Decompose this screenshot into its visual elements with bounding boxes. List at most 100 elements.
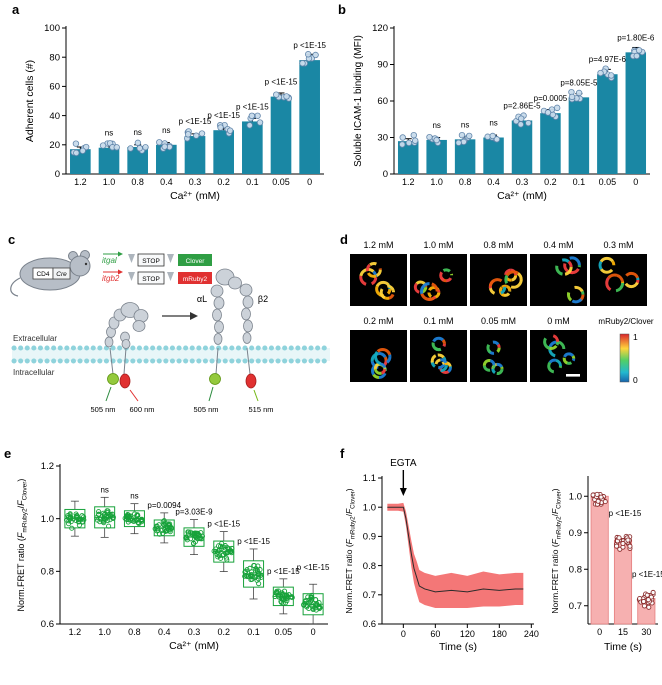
label-part: ) xyxy=(550,488,560,491)
x-tick-label: 30 xyxy=(641,627,651,637)
significance-label: p <1E-15 xyxy=(267,567,300,576)
significance-label: ns xyxy=(130,492,138,501)
open-excitation-label: 505 nm xyxy=(193,405,218,414)
y-tick-label: 30 xyxy=(377,133,388,144)
label-part: mRuby2 xyxy=(21,508,28,533)
data-point xyxy=(598,494,604,500)
y-tick-label: 1.0 xyxy=(569,491,582,502)
x-tick-label: 0.8 xyxy=(128,627,141,637)
integrin-domain xyxy=(214,320,224,334)
cell-ring xyxy=(370,362,388,379)
colorbar-min-label: 0 xyxy=(633,375,638,385)
x-tick-label: 0.2 xyxy=(544,177,557,187)
cell-ring xyxy=(562,352,576,365)
x-axis-label: Ca²⁺ (mM) xyxy=(170,190,220,202)
tile-label: 0.4 mM xyxy=(543,240,573,250)
data-point xyxy=(198,130,206,137)
significance-label: p=0.0005 xyxy=(534,94,568,103)
x-axis-label: Time (s) xyxy=(439,641,477,653)
data-point xyxy=(99,142,107,149)
data-point xyxy=(191,540,197,546)
label-part: Norm.FRET ratio ( xyxy=(344,544,354,613)
data-point xyxy=(426,133,433,141)
cell-ring xyxy=(373,362,387,375)
panel-f-egta-timecourse: 0.6 0.7 0.8 0.9 1.0 1.1 0 60 120 180 240 Time (s) No… xyxy=(344,458,662,653)
significance-label: p=8.05E-5 xyxy=(560,78,598,87)
data-point xyxy=(105,508,111,514)
clover-fluorophore xyxy=(107,373,119,385)
data-point xyxy=(289,594,295,600)
data-point xyxy=(518,115,525,122)
tile-label: 0 mM xyxy=(547,316,570,326)
data-point xyxy=(139,519,145,525)
cell-ring xyxy=(504,270,523,289)
data-point xyxy=(594,491,600,497)
integrin-domain xyxy=(104,336,114,348)
data-point xyxy=(633,52,640,60)
significance-label: p=1.80E-6 xyxy=(617,33,655,42)
bar xyxy=(625,52,647,175)
label-part: / xyxy=(550,513,560,516)
cell-ring xyxy=(504,270,523,289)
scale-bar xyxy=(566,374,580,377)
data-point xyxy=(96,509,102,515)
data-point xyxy=(135,516,142,522)
data-point xyxy=(246,122,253,129)
y-tick-label: 90 xyxy=(377,60,388,71)
promoter-arrowhead xyxy=(118,269,123,275)
x-tick-label: 1.2 xyxy=(402,177,415,187)
data-point xyxy=(199,536,205,542)
cell-ring xyxy=(431,336,446,352)
data-point xyxy=(248,112,256,119)
data-point xyxy=(312,51,319,59)
data-point xyxy=(595,498,601,504)
beta-2-label: β2 xyxy=(258,294,268,304)
cell-ring xyxy=(623,271,640,289)
data-point xyxy=(101,520,107,526)
data-point xyxy=(616,535,622,541)
data-point xyxy=(218,555,224,561)
cell-ring xyxy=(598,256,616,274)
cell-ring xyxy=(434,358,448,372)
loxp-site xyxy=(167,272,174,281)
data-point xyxy=(517,121,524,128)
data-point xyxy=(301,602,307,608)
gene-name: itgb2 xyxy=(102,274,120,283)
significance-label: p <1E-15 xyxy=(293,41,326,50)
y-tick-label: 60 xyxy=(49,82,60,93)
significance-label: p <1E-15 xyxy=(179,117,212,126)
cell-ring xyxy=(498,284,512,297)
loxp-site xyxy=(167,254,174,263)
data-point xyxy=(69,525,75,531)
x-tick-label: 15 xyxy=(618,627,628,637)
y-tick-label: 0.8 xyxy=(569,564,582,575)
cell-ring xyxy=(543,333,560,350)
integrin-domain xyxy=(212,308,222,322)
cell-ring xyxy=(419,282,439,301)
y-tick-label: 0 xyxy=(383,169,388,180)
mouse-eye xyxy=(84,262,88,266)
cell-ring xyxy=(365,262,382,278)
cell-ring xyxy=(605,273,625,293)
significance-label: p <1E-15 xyxy=(609,509,642,518)
cell-ring xyxy=(370,352,388,369)
significance-label: ns xyxy=(461,120,469,129)
emission-arrow xyxy=(253,389,259,402)
x-tick-label: 0.05 xyxy=(272,177,290,187)
panel-e-fret-ratio-box-plot: 0.6 0.8 1.0 1.2 1.2 ns 1.0 ns 0.8 p=0.0094 0.4 p=3.… xyxy=(16,461,330,652)
data-point xyxy=(410,131,418,139)
microscopy-tile xyxy=(350,254,407,306)
cell-ring xyxy=(430,353,447,370)
data-point xyxy=(644,592,650,598)
data-point xyxy=(136,145,143,152)
mruby2-fluorophore xyxy=(245,373,257,389)
mouse-tail xyxy=(10,277,21,297)
data-point xyxy=(161,522,167,528)
label-part: Clover xyxy=(21,481,28,501)
mruby2-fluorophore xyxy=(119,373,131,389)
data-point xyxy=(193,132,200,139)
cell-ring xyxy=(379,284,396,300)
cell-ring xyxy=(482,358,496,372)
data-point xyxy=(199,533,205,539)
